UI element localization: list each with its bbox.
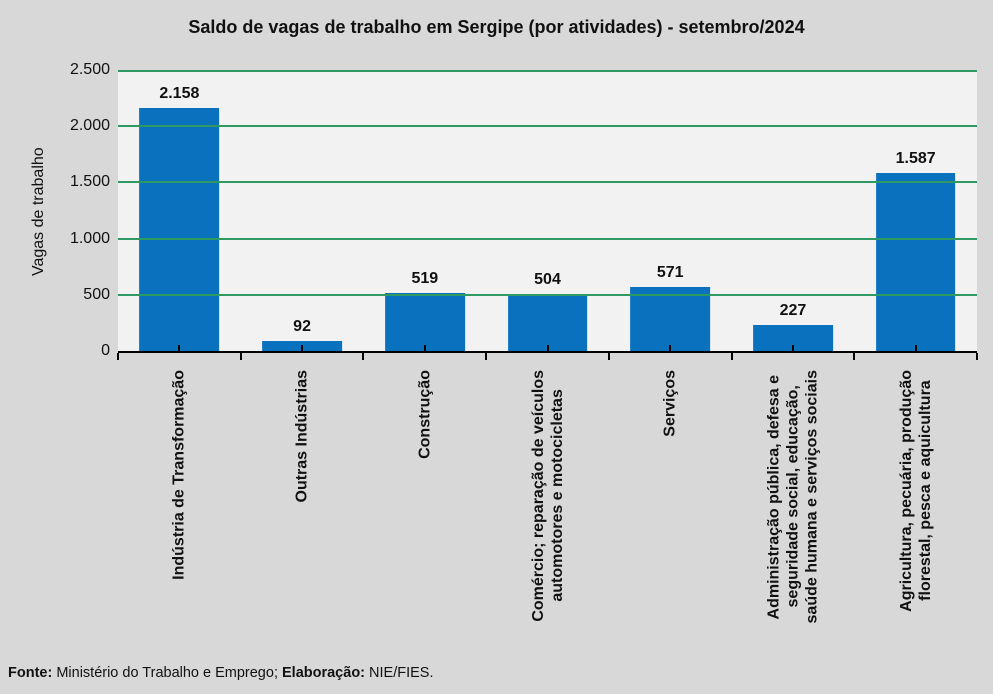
axis-tick-minor bbox=[791, 345, 794, 351]
category-slot: 519 bbox=[363, 70, 486, 351]
bars-container: 2.158 92 519 504 571 227 1.587 bbox=[118, 70, 977, 351]
bar-value-label: 519 bbox=[411, 270, 439, 287]
axis-tick-major bbox=[117, 353, 119, 360]
category-slot: 2.158 bbox=[118, 70, 241, 351]
bar-value-label: 504 bbox=[534, 271, 561, 288]
fonte-label: Fonte: bbox=[8, 665, 53, 681]
x-axis-labels: Indústria de Transformação Outras Indústr… bbox=[118, 362, 977, 662]
y-axis-tick-labels: 0 500 1.000 1.500 2.000 2.500 bbox=[0, 62, 110, 359]
x-label-slot: Construção bbox=[363, 362, 486, 662]
category-slot: 571 bbox=[609, 70, 732, 351]
bar-value-label: 1.587 bbox=[895, 150, 936, 167]
bar bbox=[384, 293, 465, 351]
x-axis-category-label: Comércio; reparação de veículos automoto… bbox=[529, 370, 566, 622]
plot-area: 2.158 92 519 504 571 227 1.587 bbox=[117, 70, 978, 360]
elaboracao-text: NIE/FIES. bbox=[365, 665, 434, 681]
x-label-slot: Administração pública, defesa e segurida… bbox=[732, 362, 855, 662]
y-tick-label: 2.000 bbox=[69, 117, 110, 134]
bar bbox=[875, 173, 956, 351]
chart-title: Saldo de vagas de trabalho em Sergipe (p… bbox=[188, 17, 805, 37]
bar-value-label: 2.158 bbox=[159, 85, 200, 102]
y-tick-label: 2.500 bbox=[69, 61, 110, 78]
x-axis-category-label: Outras Indústrias bbox=[293, 370, 311, 503]
axis-tick-minor bbox=[301, 345, 304, 351]
gridline bbox=[118, 294, 977, 296]
bar bbox=[630, 287, 711, 351]
bar bbox=[139, 108, 220, 351]
axis-tick-major bbox=[607, 353, 610, 360]
x-axis-category-label: Indústria de Transformação bbox=[170, 370, 188, 580]
y-tick-label: 0 bbox=[101, 342, 110, 359]
axis-tick-major bbox=[730, 353, 733, 360]
x-label-slot: Comércio; reparação de veículos automoto… bbox=[486, 362, 609, 662]
bar-value-label: 571 bbox=[656, 264, 684, 281]
bar-value-label: 92 bbox=[293, 318, 311, 335]
x-label-slot: Outras Indústrias bbox=[241, 362, 364, 662]
x-axis-category-label: Administração pública, defesa e segurida… bbox=[765, 370, 821, 624]
category-slot: 92 bbox=[241, 70, 364, 351]
category-slot: 504 bbox=[486, 70, 609, 351]
axis-tick-minor bbox=[669, 345, 672, 351]
gridline bbox=[118, 125, 977, 127]
axis-tick-major bbox=[853, 353, 856, 360]
x-label-slot: Serviços bbox=[609, 362, 732, 662]
x-label-slot: Agricultura, pecuária, produção floresta… bbox=[854, 362, 977, 662]
gridline bbox=[118, 238, 977, 240]
source-note: Fonte: Ministério do Trabalho e Emprego;… bbox=[8, 665, 434, 681]
axis-tick-major bbox=[976, 353, 978, 360]
x-axis-category-label: Serviços bbox=[661, 370, 679, 437]
category-slot: 1.587 bbox=[854, 70, 977, 351]
axis-tick-major bbox=[362, 353, 365, 360]
axis-tick-major bbox=[485, 353, 488, 360]
category-slot: 227 bbox=[732, 70, 855, 351]
x-label-slot: Indústria de Transformação bbox=[118, 362, 241, 662]
gridline bbox=[118, 70, 977, 72]
x-axis-category-label: Agricultura, pecuária, produção floresta… bbox=[897, 370, 934, 612]
bar-value-label: 227 bbox=[779, 302, 807, 319]
axis-tick-minor bbox=[914, 345, 917, 351]
axis-tick-minor bbox=[546, 345, 549, 351]
fonte-text: Ministério do Trabalho e Emprego; bbox=[52, 665, 282, 681]
y-tick-label: 1.000 bbox=[69, 230, 110, 247]
elaboracao-label: Elaboração: bbox=[282, 665, 365, 681]
axis-tick-minor bbox=[178, 345, 181, 351]
y-tick-label: 500 bbox=[83, 286, 110, 303]
axis-tick-major bbox=[239, 353, 242, 360]
x-axis-category-label: Construção bbox=[416, 370, 434, 459]
y-tick-label: 1.500 bbox=[69, 173, 110, 190]
axis-tick-minor bbox=[423, 345, 426, 351]
bar bbox=[507, 294, 588, 351]
gridline bbox=[118, 181, 977, 183]
